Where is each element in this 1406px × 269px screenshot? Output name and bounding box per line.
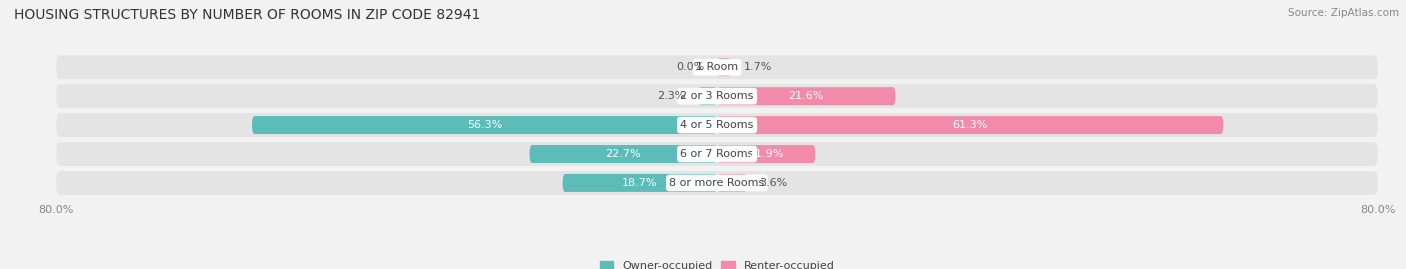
Text: 22.7%: 22.7%: [606, 149, 641, 159]
Text: 4 or 5 Rooms: 4 or 5 Rooms: [681, 120, 754, 130]
Text: 2 or 3 Rooms: 2 or 3 Rooms: [681, 91, 754, 101]
Text: Source: ZipAtlas.com: Source: ZipAtlas.com: [1288, 8, 1399, 18]
FancyBboxPatch shape: [56, 171, 1378, 195]
Text: 1.7%: 1.7%: [744, 62, 772, 72]
Text: 3.6%: 3.6%: [759, 178, 787, 188]
FancyBboxPatch shape: [56, 84, 1378, 108]
FancyBboxPatch shape: [717, 145, 815, 163]
FancyBboxPatch shape: [56, 142, 1378, 166]
Text: 6 or 7 Rooms: 6 or 7 Rooms: [681, 149, 754, 159]
FancyBboxPatch shape: [562, 174, 717, 192]
Text: HOUSING STRUCTURES BY NUMBER OF ROOMS IN ZIP CODE 82941: HOUSING STRUCTURES BY NUMBER OF ROOMS IN…: [14, 8, 481, 22]
Text: 1 Room: 1 Room: [696, 62, 738, 72]
FancyBboxPatch shape: [56, 113, 1378, 137]
FancyBboxPatch shape: [697, 87, 717, 105]
Text: 0.0%: 0.0%: [676, 62, 704, 72]
Legend: Owner-occupied, Renter-occupied: Owner-occupied, Renter-occupied: [595, 257, 839, 269]
FancyBboxPatch shape: [252, 116, 717, 134]
FancyBboxPatch shape: [56, 55, 1378, 79]
FancyBboxPatch shape: [530, 145, 717, 163]
FancyBboxPatch shape: [717, 58, 731, 76]
FancyBboxPatch shape: [717, 87, 896, 105]
Text: 56.3%: 56.3%: [467, 120, 502, 130]
FancyBboxPatch shape: [717, 116, 1223, 134]
Text: 61.3%: 61.3%: [953, 120, 988, 130]
Text: 21.6%: 21.6%: [789, 91, 824, 101]
Text: 11.9%: 11.9%: [748, 149, 785, 159]
Text: 8 or more Rooms: 8 or more Rooms: [669, 178, 765, 188]
FancyBboxPatch shape: [717, 174, 747, 192]
Text: 2.3%: 2.3%: [657, 91, 686, 101]
Text: 18.7%: 18.7%: [621, 178, 658, 188]
